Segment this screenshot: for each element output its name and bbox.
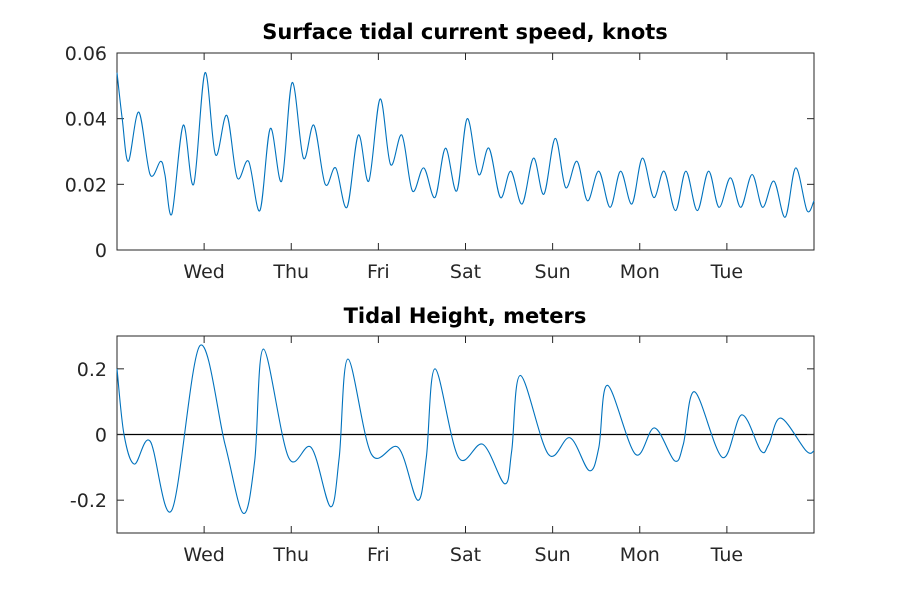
x-tick-label: Tue [710,261,743,283]
tidal-height-chart: Tidal Height, meters Wed Thu Fri Sat Sun Mon T… [70,304,815,566]
x-tick-label: Fri [367,261,390,283]
y-axis: 0 0.02 0.04 0.06 [65,43,814,262]
y-tick-label: 0.2 [77,359,107,381]
x-tick-label: Wed [183,544,224,566]
x-tick-label: Thu [272,261,309,283]
series-line [116,344,815,514]
y-tick-label: 0.02 [65,174,107,196]
y-tick-label: 0.04 [65,109,107,131]
y-axis: -0.2 0 0.2 [70,359,814,512]
x-tick-label: Sat [450,261,481,283]
x-tick-label: Sun [535,261,571,283]
y-tick-label: 0.06 [65,43,107,65]
axes-frame [116,52,815,251]
series-line [116,72,815,218]
x-tick-label: Tue [710,544,743,566]
y-tick-label: -0.2 [70,490,107,512]
current-speed-chart: Surface tidal current speed, knots Wed Th… [65,20,815,283]
x-tick-label: Mon [620,261,660,283]
x-tick-label: Sun [535,544,571,566]
chart-title: Tidal Height, meters [344,304,587,328]
y-tick-label: 0 [95,425,107,447]
x-tick-label: Mon [620,544,660,566]
y-tick-label: 0 [95,240,107,262]
x-tick-label: Wed [183,261,224,283]
x-axis: Wed Thu Fri Sat Sun Mon Tue [183,336,743,566]
chart-title: Surface tidal current speed, knots [262,20,668,44]
x-tick-label: Thu [272,544,309,566]
x-axis: Wed Thu Fri Sat Sun Mon Tue [183,53,743,283]
x-tick-label: Sat [450,544,481,566]
x-tick-label: Fri [367,544,390,566]
